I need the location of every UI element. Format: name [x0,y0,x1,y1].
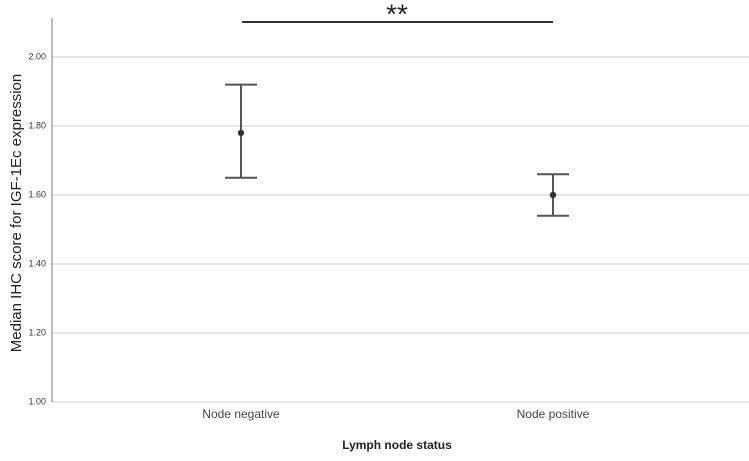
y-axis-title: Median IHC score for IGF-1Ec expression [8,74,25,352]
y-tick-label: 1.80 [28,120,46,130]
y-tick-label: 2.00 [28,51,46,61]
y-tick-label: 1.40 [28,258,46,268]
x-tick-label: Node negative [202,407,280,421]
significance-label: ** [386,0,408,29]
y-tick-label: 1.20 [28,327,46,337]
point [549,191,557,199]
x-tick-label: Node positive [517,407,590,421]
x-axis-title: Lymph node status [342,438,452,452]
y-tick-label: 1.00 [28,396,46,406]
y-tick-label: 1.60 [28,189,46,199]
point [237,129,245,137]
